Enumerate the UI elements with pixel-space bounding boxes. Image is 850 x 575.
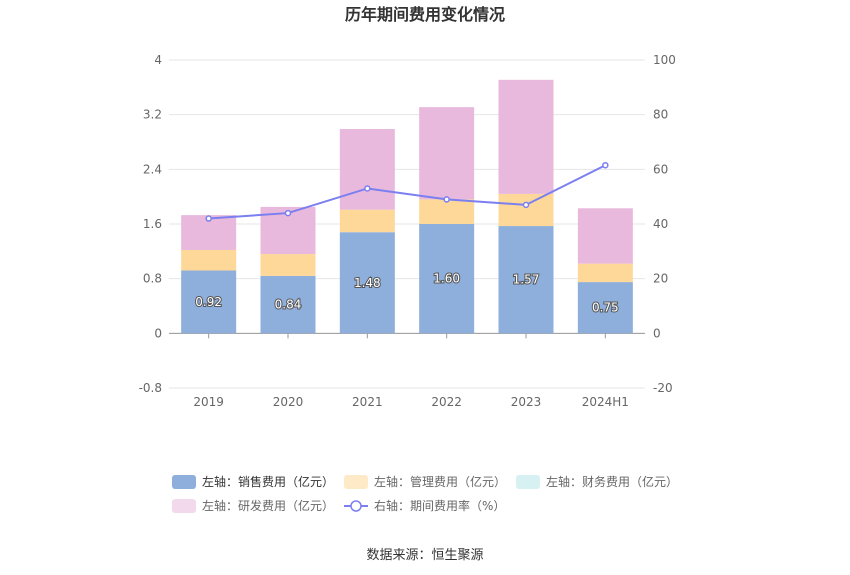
- right-tick-label: 80: [653, 108, 668, 122]
- x-tick-label: 2024H1: [582, 395, 629, 409]
- rate-point: [443, 196, 450, 203]
- right-axis: -20 0 20 40 60 80 100: [653, 53, 676, 395]
- x-tick-label: 2023: [511, 395, 542, 409]
- left-tick-label: 4: [154, 53, 162, 67]
- bar-segment: [339, 129, 395, 210]
- bar-series: [181, 79, 633, 334]
- left-tick-label: 0.8: [143, 272, 162, 286]
- legend-swatch: [172, 499, 196, 513]
- x-tick-label: 2022: [431, 395, 462, 409]
- bar-value-label: 0.84: [275, 298, 302, 312]
- legend-label: 左轴：销售费用（亿元）: [202, 474, 334, 489]
- legend-label: 左轴：财务费用（亿元）: [546, 474, 678, 489]
- rate-point: [522, 201, 530, 209]
- right-tick-label: 60: [653, 162, 668, 176]
- left-tick-label: 3.2: [143, 108, 162, 122]
- grid-lines: [169, 59, 645, 389]
- bar-segment: [339, 209, 395, 233]
- left-axis: -0.8 0 0.8 1.6 2.4 3.2 4: [139, 53, 162, 395]
- legend-line-marker: [350, 500, 362, 512]
- left-tick-label: -0.8: [139, 381, 162, 395]
- left-tick-label: 1.6: [143, 217, 162, 231]
- right-tick-label: 100: [653, 53, 676, 67]
- bar-value-label: 1.57: [513, 273, 540, 287]
- line-series: [205, 161, 609, 222]
- bar-value-label: 1.48: [354, 276, 381, 290]
- bar-segment: [181, 249, 237, 271]
- bar-segment: [419, 224, 475, 334]
- bar-segment: [577, 282, 633, 334]
- bar-segment: [498, 79, 554, 194]
- x-tick-label: 2020: [273, 395, 304, 409]
- bar-segment: [181, 270, 237, 334]
- legend-swatch: [516, 475, 540, 489]
- bar-segment: [339, 232, 395, 334]
- bar-segment: [577, 208, 633, 264]
- x-tick-label: 2019: [193, 395, 224, 409]
- bar-segment: [577, 263, 633, 283]
- rate-point: [205, 215, 212, 222]
- legend-swatch: [344, 475, 368, 489]
- bar-segment: [419, 199, 475, 224]
- right-tick-label: 40: [653, 217, 668, 231]
- right-tick-label: 0: [653, 326, 661, 340]
- bar-segment: [498, 226, 554, 334]
- rate-line: [208, 164, 606, 220]
- chart-title: 历年期间费用变化情况: [345, 5, 505, 24]
- right-tick-label: 20: [653, 272, 668, 286]
- rate-point: [602, 161, 609, 169]
- bar-segment: [260, 275, 316, 334]
- bar-value-label: 0.75: [592, 301, 619, 315]
- data-source: 数据来源：恒生聚源: [366, 548, 483, 563]
- bar-segment: [498, 193, 554, 227]
- left-tick-label: 2.4: [143, 162, 162, 176]
- legend-label: 右轴：期间费用率（%）: [374, 498, 505, 513]
- rate-point: [284, 209, 292, 217]
- legend-label: 左轴：管理费用（亿元）: [374, 474, 506, 489]
- bar-segment: [419, 107, 475, 200]
- bar-value-label: 1.60: [433, 272, 460, 286]
- bar-data-labels: 0.92 0.84 1.48 1.60 1.57 0.75: [194, 271, 619, 316]
- right-tick-label: -20: [653, 381, 673, 395]
- legend: 左轴：销售费用（亿元） 左轴：管理费用（亿元） 左轴：财务费用（亿元） 左轴：研发费用…: [172, 474, 678, 513]
- legend-label: 左轴：研发费用（亿元）: [202, 498, 334, 513]
- bar-segment: [260, 254, 316, 276]
- x-tick-label: 2021: [352, 395, 383, 409]
- x-axis: 2019 2020 2021 2022 2023 2024H1: [193, 333, 629, 409]
- legend-swatch: [172, 475, 196, 489]
- left-tick-label: 0: [154, 326, 162, 340]
- bar-value-label: 0.92: [195, 295, 222, 309]
- rate-point: [364, 185, 371, 192]
